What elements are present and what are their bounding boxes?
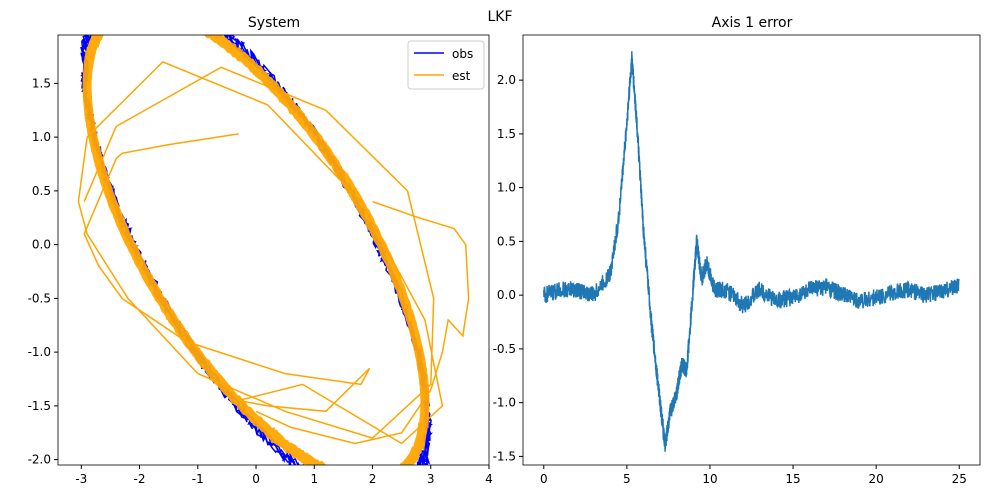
series-error-line xyxy=(543,51,960,452)
y-tick-label: 1.5 xyxy=(497,127,516,141)
y-tick-label: 2.0 xyxy=(497,73,516,87)
right-plot: Axis 1 error 0 5 10 15 20 25 -1.5 -1.0 -0.5 0.0 0.… xyxy=(493,15,981,486)
series-est-line xyxy=(77,61,444,445)
y-tick-label: 0.0 xyxy=(32,238,51,252)
x-tick-label: 0 xyxy=(540,472,548,486)
left-plot: System -3 -2 -1 0 1 2 3 4 -2.0 -1.5 -1.0 -0.5 0.0 0.5… xyxy=(28,15,493,486)
y-tick-label: -1.5 xyxy=(28,399,51,413)
y-tick-label: -2.0 xyxy=(28,453,51,467)
y-tick-label: 0.5 xyxy=(32,184,51,198)
series-est-band xyxy=(82,35,430,465)
x-tick-label: -2 xyxy=(134,472,146,486)
series-est-transient xyxy=(255,200,470,445)
y-tick-label: 0.0 xyxy=(497,288,516,302)
y-tick-label: -1.0 xyxy=(28,345,51,359)
x-tick-label: 10 xyxy=(702,472,717,486)
legend-obs-label: obs xyxy=(452,47,473,61)
x-tick-label: 5 xyxy=(623,472,631,486)
x-tick-label: 2 xyxy=(369,472,377,486)
y-tick-label: -1.0 xyxy=(493,396,516,410)
y-tick-label: 1.0 xyxy=(32,130,51,144)
y-tick-label: -0.5 xyxy=(493,342,516,356)
y-tick-label: 0.5 xyxy=(497,234,516,248)
y-tick-label: -1.5 xyxy=(493,449,516,463)
legend-est-label: est xyxy=(452,69,471,83)
x-tick-label: 15 xyxy=(785,472,800,486)
axes-frame xyxy=(57,34,490,466)
left-plot-title: System xyxy=(248,15,300,31)
plot-area-1 xyxy=(543,51,960,452)
right-plot-title: Axis 1 error xyxy=(712,15,793,31)
axes-frame xyxy=(522,34,981,466)
x-tick-label: 1 xyxy=(310,472,318,486)
x-tick-label: 25 xyxy=(952,472,967,486)
y-tick-label: -0.5 xyxy=(28,291,51,305)
x-tick-label: -1 xyxy=(192,472,204,486)
y-tick-label: 1.0 xyxy=(497,181,516,195)
x-tick-label: 0 xyxy=(252,472,260,486)
x-tick-label: 20 xyxy=(868,472,883,486)
plot-area-0 xyxy=(77,35,470,465)
legend: obs est xyxy=(407,40,485,90)
y-tick-label: 1.5 xyxy=(32,76,51,90)
figure-title: LKF xyxy=(487,9,512,25)
x-tick-label: -3 xyxy=(75,472,87,486)
x-tick-label: 3 xyxy=(427,472,435,486)
x-tick-label: 4 xyxy=(485,472,493,486)
